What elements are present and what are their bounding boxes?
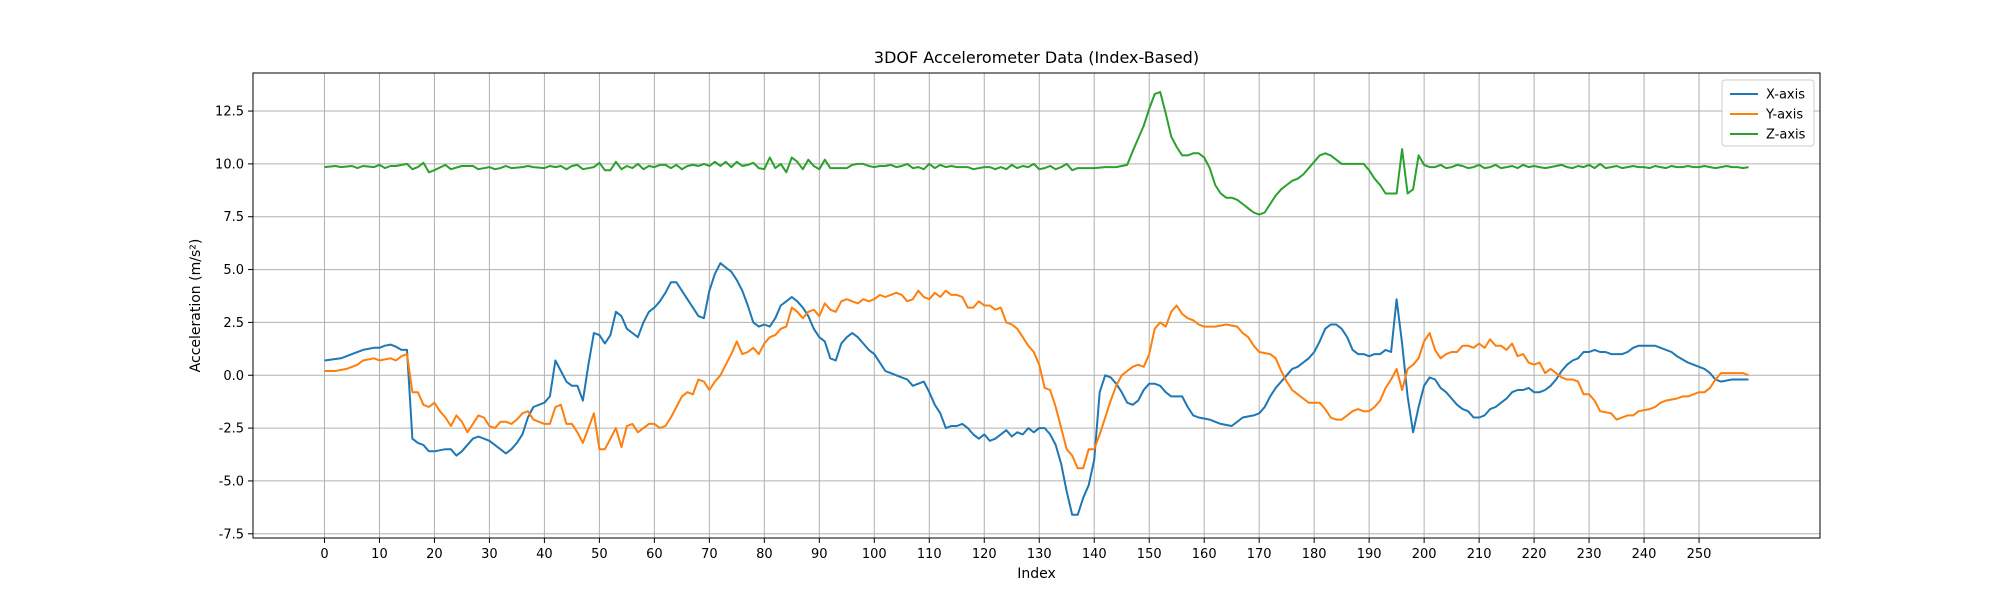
- x-tick-label: 10: [371, 547, 388, 562]
- x-tick-label: 50: [591, 547, 608, 562]
- plot-frame: [252, 72, 1821, 539]
- x-tick-label: 80: [756, 547, 773, 562]
- y-tick-label: 5.0: [223, 263, 244, 278]
- series-line-x-axis: [324, 262, 1749, 516]
- x-axis-ticks: 0 10 20 30 40 50 60 70 80 90 100 110 120 130 140 150 160…: [320, 538, 1711, 562]
- legend: X-axis Y-axis Z-axis: [1721, 79, 1815, 147]
- legend-label-y-axis: Y-axis: [1765, 108, 1803, 123]
- x-tick-label: 60: [646, 547, 663, 562]
- x-tick-label: 160: [1192, 547, 1217, 562]
- x-tick-label: 230: [1577, 547, 1602, 562]
- x-tick-label: 20: [426, 547, 443, 562]
- x-tick-label: 130: [1027, 547, 1052, 562]
- x-tick-label: 170: [1247, 547, 1272, 562]
- x-tick-label: 110: [917, 547, 942, 562]
- x-tick-label: 100: [862, 547, 887, 562]
- x-tick-label: 240: [1632, 547, 1657, 562]
- x-tick-label: 120: [972, 547, 997, 562]
- y-tick-label: 7.5: [223, 210, 244, 225]
- y-tick-label: -2.5: [219, 422, 244, 437]
- y-axis-label: Acceleration (m/s²): [188, 239, 204, 373]
- x-tick-label: 40: [536, 547, 553, 562]
- x-tick-label: 200: [1412, 547, 1437, 562]
- y-tick-label: 10.0: [215, 157, 244, 172]
- plot-series: [324, 91, 1749, 516]
- legend-box: [1721, 79, 1815, 147]
- legend-label-x-axis: X-axis: [1766, 88, 1805, 103]
- y-tick-label: -7.5: [219, 527, 244, 542]
- legend-label-z-axis: Z-axis: [1766, 128, 1806, 143]
- x-tick-label: 140: [1082, 547, 1107, 562]
- y-tick-label: 0.0: [223, 369, 244, 384]
- y-tick-label: 12.5: [215, 105, 244, 120]
- x-tick-label: 90: [811, 547, 828, 562]
- x-tick-label: 250: [1687, 547, 1712, 562]
- x-tick-label: 180: [1302, 547, 1327, 562]
- x-tick-label: 30: [481, 547, 498, 562]
- x-axis-label: Index: [1017, 566, 1056, 582]
- series-line-y-axis: [324, 289, 1749, 470]
- chart-title: 3DOF Accelerometer Data (Index-Based): [874, 48, 1199, 67]
- y-tick-label: 2.5: [223, 316, 244, 331]
- x-tick-label: 0: [320, 547, 328, 562]
- x-tick-label: 220: [1522, 547, 1547, 562]
- y-axis-ticks: -7.5 -5.0 -2.5 0.0 2.5 5.0 7.5 10.0 12.5: [215, 105, 253, 542]
- x-tick-label: 210: [1467, 547, 1492, 562]
- x-tick-label: 150: [1137, 547, 1162, 562]
- x-tick-label: 70: [701, 547, 718, 562]
- x-tick-label: 190: [1357, 547, 1382, 562]
- series-line-z-axis: [324, 91, 1749, 216]
- y-tick-label: -5.0: [219, 474, 244, 489]
